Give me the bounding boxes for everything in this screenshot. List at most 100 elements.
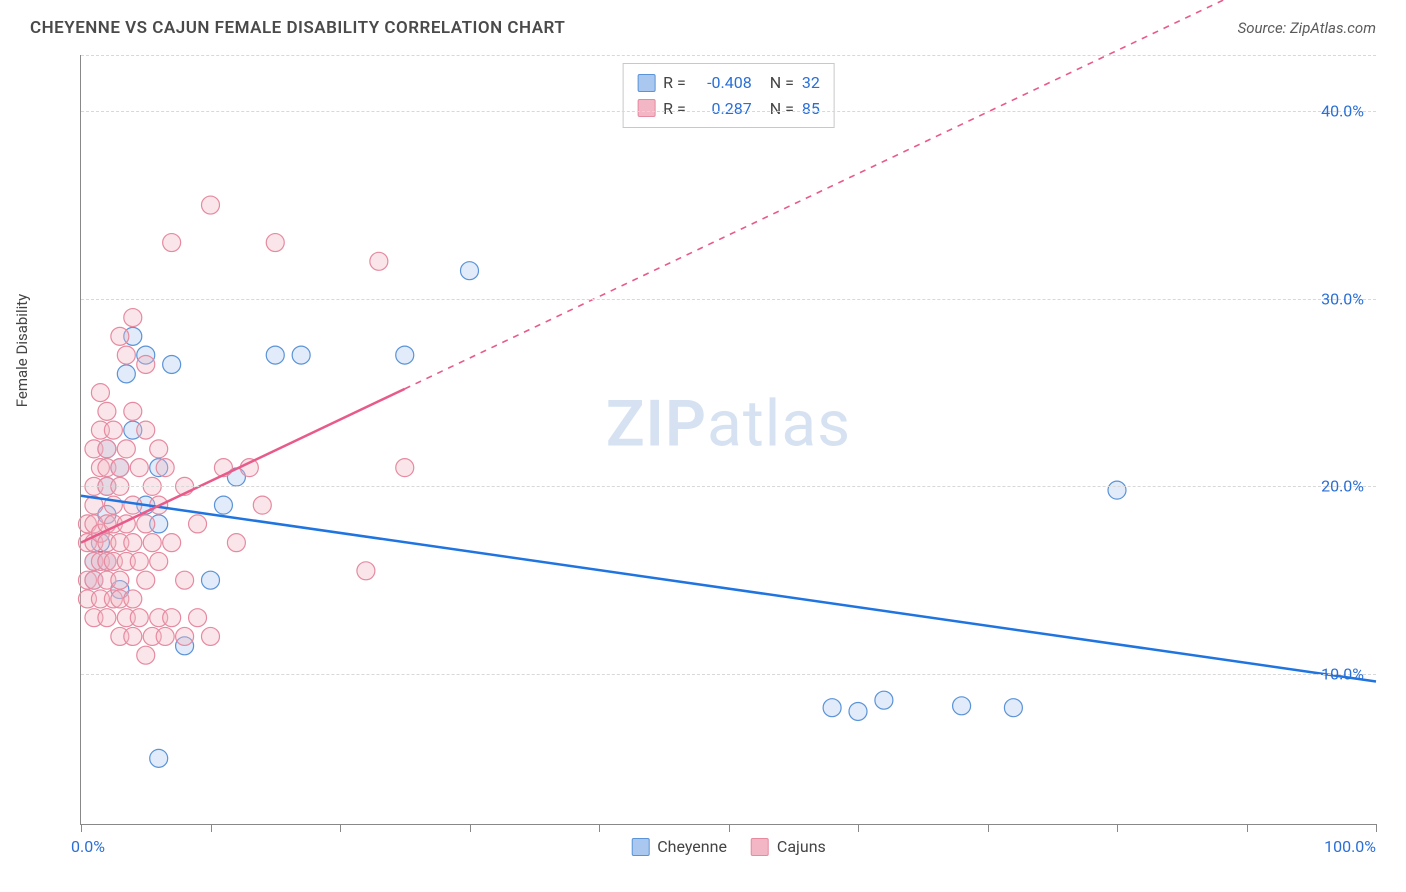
data-point bbox=[124, 534, 142, 552]
data-point bbox=[163, 355, 181, 373]
data-point bbox=[189, 609, 207, 627]
trend-line-extrapolated bbox=[405, 0, 1286, 389]
data-point bbox=[953, 697, 971, 715]
y-axis-title: Female Disability bbox=[13, 294, 31, 408]
data-point bbox=[98, 440, 116, 458]
x-tick bbox=[988, 824, 989, 832]
data-point bbox=[124, 309, 142, 327]
source-attribution: Source: ZipAtlas.com bbox=[1238, 19, 1376, 37]
data-point bbox=[111, 327, 129, 345]
data-point bbox=[357, 562, 375, 580]
x-tick bbox=[81, 824, 82, 832]
data-point bbox=[150, 552, 168, 570]
correlation-stats-box: R =-0.408N =32R =0.287N =85 bbox=[622, 63, 835, 128]
x-tick bbox=[858, 824, 859, 832]
data-point bbox=[396, 459, 414, 477]
x-tick bbox=[211, 824, 212, 832]
data-point bbox=[98, 609, 116, 627]
gridline bbox=[81, 674, 1376, 675]
gridline bbox=[81, 111, 1376, 112]
series-swatch bbox=[637, 99, 655, 117]
data-point bbox=[214, 496, 232, 514]
x-tick bbox=[470, 824, 471, 832]
data-point bbox=[266, 346, 284, 364]
data-point bbox=[202, 196, 220, 214]
data-point bbox=[124, 590, 142, 608]
legend-label: Cheyenne bbox=[657, 837, 727, 856]
data-point bbox=[150, 749, 168, 767]
data-point bbox=[396, 346, 414, 364]
data-point bbox=[176, 571, 194, 589]
stats-row: R =0.287N =85 bbox=[637, 96, 820, 122]
data-point bbox=[156, 627, 174, 645]
y-tick-label: 10.0% bbox=[1321, 664, 1364, 683]
legend-item: Cheyenne bbox=[631, 837, 727, 856]
data-point bbox=[1108, 481, 1126, 499]
stats-row: R =-0.408N =32 bbox=[637, 70, 820, 96]
y-tick-label: 40.0% bbox=[1321, 102, 1364, 121]
r-value: -0.408 bbox=[694, 70, 752, 96]
data-point bbox=[156, 459, 174, 477]
legend-item: Cajuns bbox=[751, 837, 826, 856]
data-point bbox=[117, 365, 135, 383]
x-axis-min-label: 0.0% bbox=[71, 837, 105, 856]
r-value: 0.287 bbox=[694, 96, 752, 122]
data-point bbox=[202, 571, 220, 589]
x-tick bbox=[1376, 824, 1377, 832]
legend-swatch bbox=[631, 838, 649, 856]
data-point bbox=[137, 355, 155, 373]
data-point bbox=[266, 234, 284, 252]
data-point bbox=[143, 534, 161, 552]
legend-swatch bbox=[751, 838, 769, 856]
chart-container: Female Disability ZIPatlas R =-0.408N =3… bbox=[30, 55, 1376, 855]
x-tick bbox=[1117, 824, 1118, 832]
x-axis-max-label: 100.0% bbox=[1324, 837, 1376, 856]
plot-area: ZIPatlas R =-0.408N =32R =0.287N =85 0.0… bbox=[80, 55, 1376, 825]
data-point bbox=[111, 459, 129, 477]
x-tick bbox=[1247, 824, 1248, 832]
y-tick-label: 20.0% bbox=[1321, 477, 1364, 496]
data-point bbox=[137, 421, 155, 439]
data-point bbox=[104, 421, 122, 439]
data-point bbox=[150, 440, 168, 458]
data-point bbox=[117, 346, 135, 364]
data-point bbox=[137, 515, 155, 533]
series-swatch bbox=[637, 74, 655, 92]
gridline bbox=[81, 299, 1376, 300]
data-point bbox=[91, 384, 109, 402]
data-point bbox=[124, 402, 142, 420]
data-point bbox=[163, 534, 181, 552]
data-point bbox=[130, 459, 148, 477]
data-point bbox=[370, 252, 388, 270]
data-point bbox=[253, 496, 271, 514]
data-point bbox=[849, 702, 867, 720]
data-point bbox=[875, 691, 893, 709]
data-point bbox=[137, 646, 155, 664]
data-point bbox=[163, 234, 181, 252]
data-point bbox=[189, 515, 207, 533]
plot-svg bbox=[81, 55, 1376, 824]
y-tick-label: 30.0% bbox=[1321, 289, 1364, 308]
data-point bbox=[461, 262, 479, 280]
data-point bbox=[111, 571, 129, 589]
data-point bbox=[137, 571, 155, 589]
data-point bbox=[823, 699, 841, 717]
data-point bbox=[292, 346, 310, 364]
n-value: 85 bbox=[802, 96, 820, 122]
x-tick bbox=[729, 824, 730, 832]
gridline bbox=[81, 55, 1376, 56]
legend: Cheyenne Cajuns bbox=[631, 837, 826, 856]
data-point bbox=[117, 440, 135, 458]
trend-line bbox=[81, 496, 1376, 682]
gridline bbox=[81, 486, 1376, 487]
n-value: 32 bbox=[802, 70, 820, 96]
x-tick bbox=[340, 824, 341, 832]
data-point bbox=[130, 552, 148, 570]
data-point bbox=[176, 627, 194, 645]
data-point bbox=[202, 627, 220, 645]
data-point bbox=[130, 609, 148, 627]
data-point bbox=[98, 402, 116, 420]
data-point bbox=[163, 609, 181, 627]
legend-label: Cajuns bbox=[777, 837, 826, 856]
chart-title: CHEYENNE VS CAJUN FEMALE DISABILITY CORR… bbox=[30, 18, 565, 38]
